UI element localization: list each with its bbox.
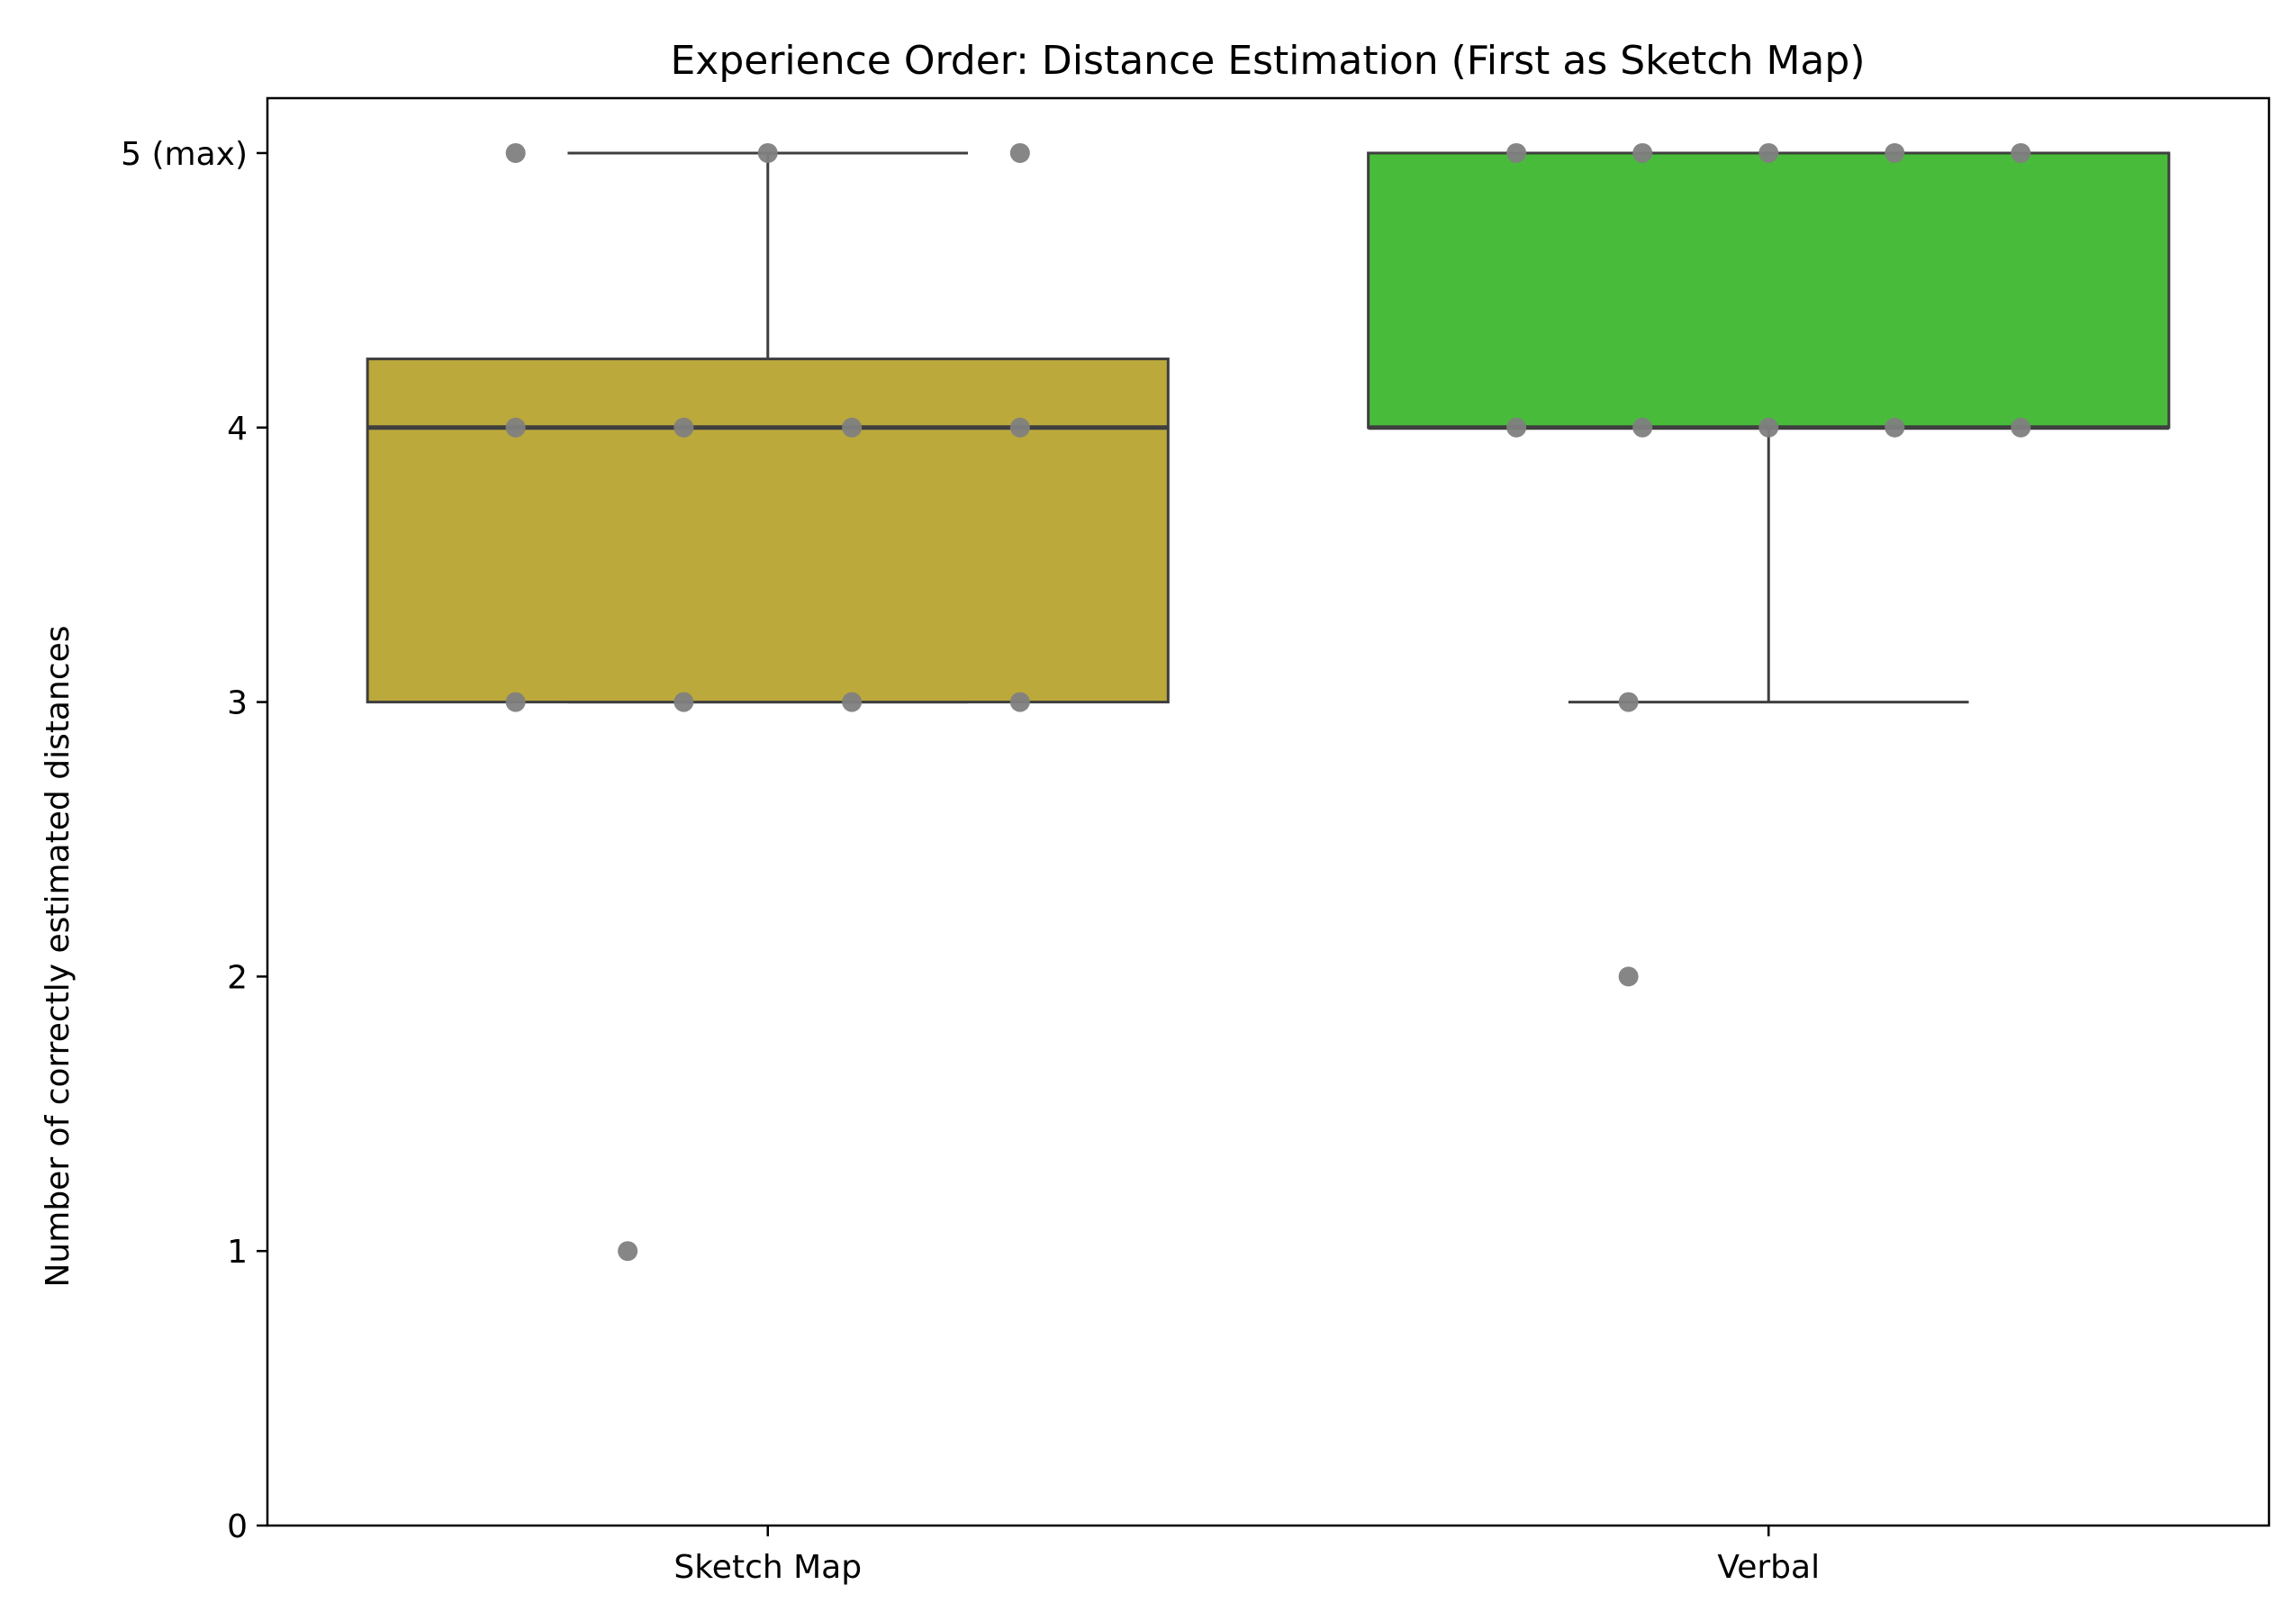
verbal-box	[1367, 151, 2171, 430]
verbal-data-point	[1618, 966, 1639, 987]
sketch-map-box	[366, 358, 1170, 704]
verbal-data-point	[1758, 142, 1779, 163]
verbal-data-point	[1885, 417, 1905, 438]
verbal-data-point	[1632, 142, 1653, 163]
verbal-data-point	[1758, 417, 1779, 438]
plot-area: 0 1 2 3 4 5 (max) Sketch Map Verbal	[121, 136, 2171, 1586]
y-tick-label: 4	[227, 411, 248, 448]
verbal-data-point	[1506, 142, 1527, 163]
sketch-map-data-point	[842, 692, 863, 712]
verbal-data-point	[1506, 417, 1527, 438]
verbal-data-point	[2011, 142, 2031, 163]
verbal-data-point	[1618, 692, 1639, 712]
x-tick-label: Verbal	[1717, 1549, 1820, 1586]
verbal-data-point	[1632, 417, 1653, 438]
y-axis-label: Number of correctly estimated distances	[40, 625, 77, 1287]
verbal-data-point	[2011, 417, 2031, 438]
y-tick-label: 0	[227, 1508, 248, 1545]
sketch-map-data-point	[757, 142, 778, 163]
x-tick-label: Sketch Map	[673, 1549, 862, 1586]
y-tick-label: 2	[227, 959, 248, 996]
sketch-map-data-point	[505, 417, 526, 438]
sketch-map-data-point	[1009, 692, 1030, 712]
sketch-map-data-point	[673, 417, 694, 438]
sketch-map-data-point	[505, 142, 526, 163]
y-tick-label: 1	[227, 1234, 248, 1271]
y-tick-label: 5 (max)	[121, 136, 248, 173]
sketch-map-data-point	[618, 1241, 638, 1262]
plot-frame	[266, 96, 2271, 1527]
sketch-map-data-point	[1009, 142, 1030, 163]
sketch-map-data-point	[1009, 417, 1030, 438]
y-tick-label: 3	[227, 685, 248, 722]
chart-title: Experience Order: Distance Estimation (F…	[671, 38, 1866, 84]
sketch-map-data-point	[842, 417, 863, 438]
verbal-data-point	[1885, 142, 1905, 163]
sketch-map-data-point	[673, 692, 694, 712]
sketch-map-data-point	[505, 692, 526, 712]
